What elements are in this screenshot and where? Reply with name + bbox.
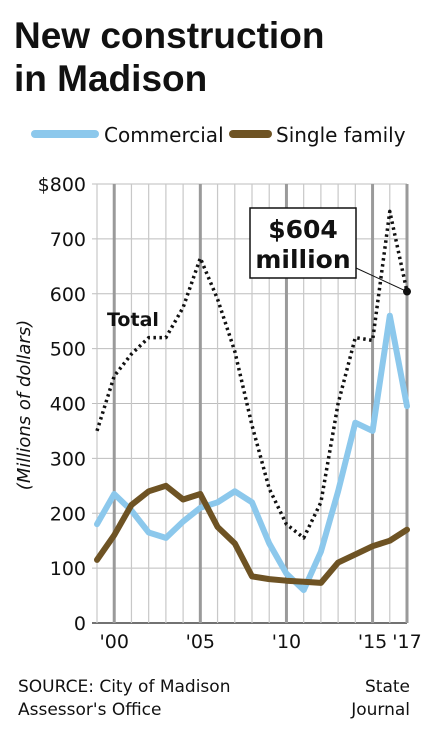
- y-tick-label: 700: [50, 229, 86, 251]
- x-tick-label: '17: [392, 631, 421, 653]
- credit-line2: Journal: [350, 700, 410, 720]
- y-tick-label: 600: [50, 284, 86, 306]
- callout-value: $604: [268, 215, 338, 244]
- credit-line1: State: [365, 677, 410, 697]
- x-tick-label: '15: [358, 631, 387, 653]
- y-axis-label: (Millions of dollars): [14, 320, 35, 490]
- series-label-total: Total: [107, 309, 159, 331]
- y-tick-label: 400: [50, 394, 86, 416]
- x-tick-label: '00: [100, 631, 129, 653]
- series-line-commercial: [94, 312, 410, 594]
- x-axis-ticks: '00 '05 '10 '15'17: [100, 631, 422, 653]
- x-tick-label: '05: [186, 631, 215, 653]
- callout-box: [249, 207, 357, 279]
- y-tick-label: 200: [50, 503, 86, 525]
- source-line2: Assessor's Office: [18, 700, 161, 720]
- series-line-total: [95, 209, 409, 540]
- callout-unit: million: [255, 245, 350, 274]
- chart-title-line1: New construction: [14, 15, 324, 56]
- x-tick-label: '10: [272, 631, 301, 653]
- chart-title-line2: in Madison: [14, 58, 207, 99]
- annotation-callout: $604 million: [249, 207, 408, 293]
- y-tick-label: $800: [38, 174, 86, 196]
- y-tick-label: 100: [50, 558, 86, 580]
- callout-leader-line: [355, 267, 408, 293]
- y-tick-label: 300: [50, 448, 86, 470]
- legend-label-single-family: Single family: [276, 123, 406, 147]
- y-axis-ticks: $800 700 600 500 400 300 200 100 0: [38, 174, 86, 635]
- source-line1: SOURCE: City of Madison: [18, 677, 230, 697]
- y-tick-label: 0: [74, 613, 86, 635]
- chart-grid: [92, 183, 409, 624]
- y-tick-label: 500: [50, 339, 86, 361]
- series-line-single-family: [94, 482, 410, 586]
- legend-label-commercial: Commercial: [104, 123, 224, 147]
